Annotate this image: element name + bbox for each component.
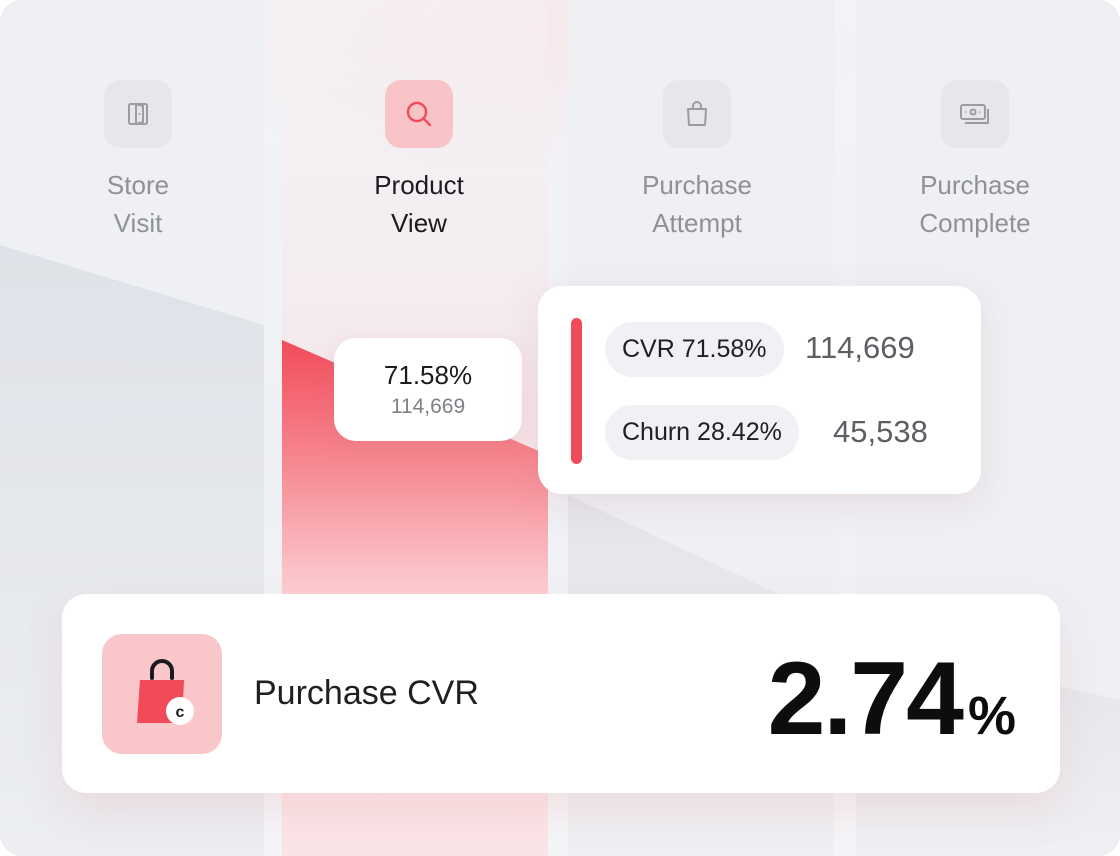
churn-pill: Churn 28.42%	[605, 405, 799, 460]
purchase-cvr-number: 2.74	[768, 644, 962, 754]
accent-bar	[571, 318, 582, 464]
cvr-pill: CVR 71.58%	[605, 322, 784, 377]
door-icon	[104, 80, 172, 148]
tooltip-percent: 71.58%	[384, 358, 472, 392]
churn-count: 45,538	[833, 414, 928, 450]
search-icon	[385, 80, 453, 148]
stage-label: Product View	[319, 166, 519, 242]
stage-label: Purchase Attempt	[597, 166, 797, 242]
stage-label: Store Visit	[38, 166, 238, 242]
conversion-detail-card: CVR 71.58% 114,669 Churn 28.42% 45,538	[538, 286, 981, 494]
cash-icon	[941, 80, 1009, 148]
percent-sign: %	[968, 678, 1016, 754]
stage-store-visit[interactable]: Store Visit	[8, 80, 268, 242]
stage-purchase-attempt[interactable]: Purchase Attempt	[567, 80, 827, 242]
stage-purchase-complete[interactable]: Purchase Complete	[845, 80, 1105, 242]
tooltip-count: 114,669	[391, 392, 465, 422]
svg-text:c: c	[176, 704, 185, 721]
purchase-cvr-label: Purchase CVR	[254, 674, 479, 713]
purchase-cvr-value: 2.74 %	[768, 634, 1016, 754]
purchase-cvr-card: c Purchase CVR 2.74 %	[62, 594, 1060, 793]
conversion-tooltip: 71.58% 114,669	[334, 338, 522, 441]
shopping-bag-icon	[663, 80, 731, 148]
stage-product-view[interactable]: Product View	[289, 80, 549, 242]
stage-label: Purchase Complete	[875, 166, 1075, 242]
shopping-bag-coin-icon: c	[102, 634, 222, 754]
cvr-count: 114,669	[805, 330, 915, 366]
